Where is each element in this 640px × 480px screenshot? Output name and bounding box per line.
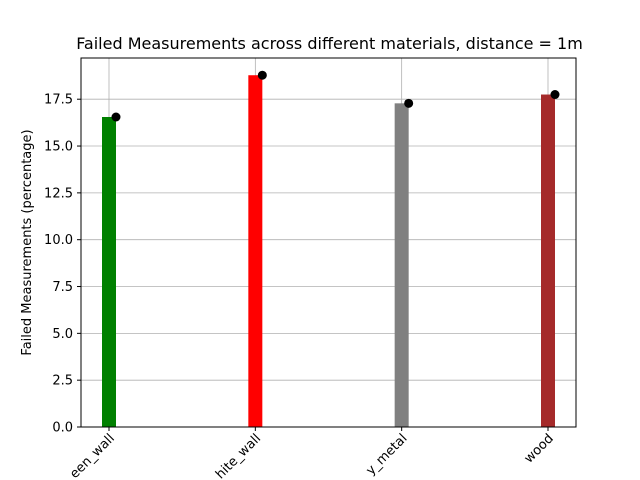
y-tick-label: 0.0 <box>52 421 73 436</box>
marker-white_wall <box>257 70 267 80</box>
marker-green_wall <box>111 112 121 122</box>
bars <box>102 75 555 428</box>
y-tick-label: 5.0 <box>52 327 73 342</box>
bar-gray_metal <box>394 103 409 428</box>
y-tick-label: 12.5 <box>44 186 73 201</box>
x-tick-label: wood <box>522 431 557 466</box>
bar-wood <box>541 94 555 427</box>
x-tick-label: y_metal <box>363 431 410 478</box>
x-axis-ticks: een_wall hite_wall y_metal wood <box>67 427 557 480</box>
y-tick-label: 10.0 <box>44 233 73 248</box>
x-tick-label: een_wall <box>67 431 118 480</box>
y-tick-label: 7.5 <box>52 280 73 295</box>
bar-green_wall <box>102 117 116 428</box>
x-tick-label: hite_wall <box>213 431 264 480</box>
plot-frame <box>80 57 577 428</box>
y-axis-ticks: 0.0 2.5 5.0 7.5 10.0 12.5 15.0 17.5 <box>44 93 81 436</box>
y-axis-label: Failed Measurements (percentage) <box>20 129 35 355</box>
bar-white_wall <box>248 75 263 428</box>
marker-gray_metal <box>404 98 414 108</box>
y-tick-label: 17.5 <box>44 93 73 108</box>
y-tick-label: 2.5 <box>52 374 73 389</box>
y-tick-label: 15.0 <box>44 140 73 155</box>
marker-wood <box>550 90 560 100</box>
grid-lines <box>81 58 576 428</box>
chart-title: Failed Measurements across different mat… <box>76 34 583 53</box>
markers <box>111 70 560 122</box>
